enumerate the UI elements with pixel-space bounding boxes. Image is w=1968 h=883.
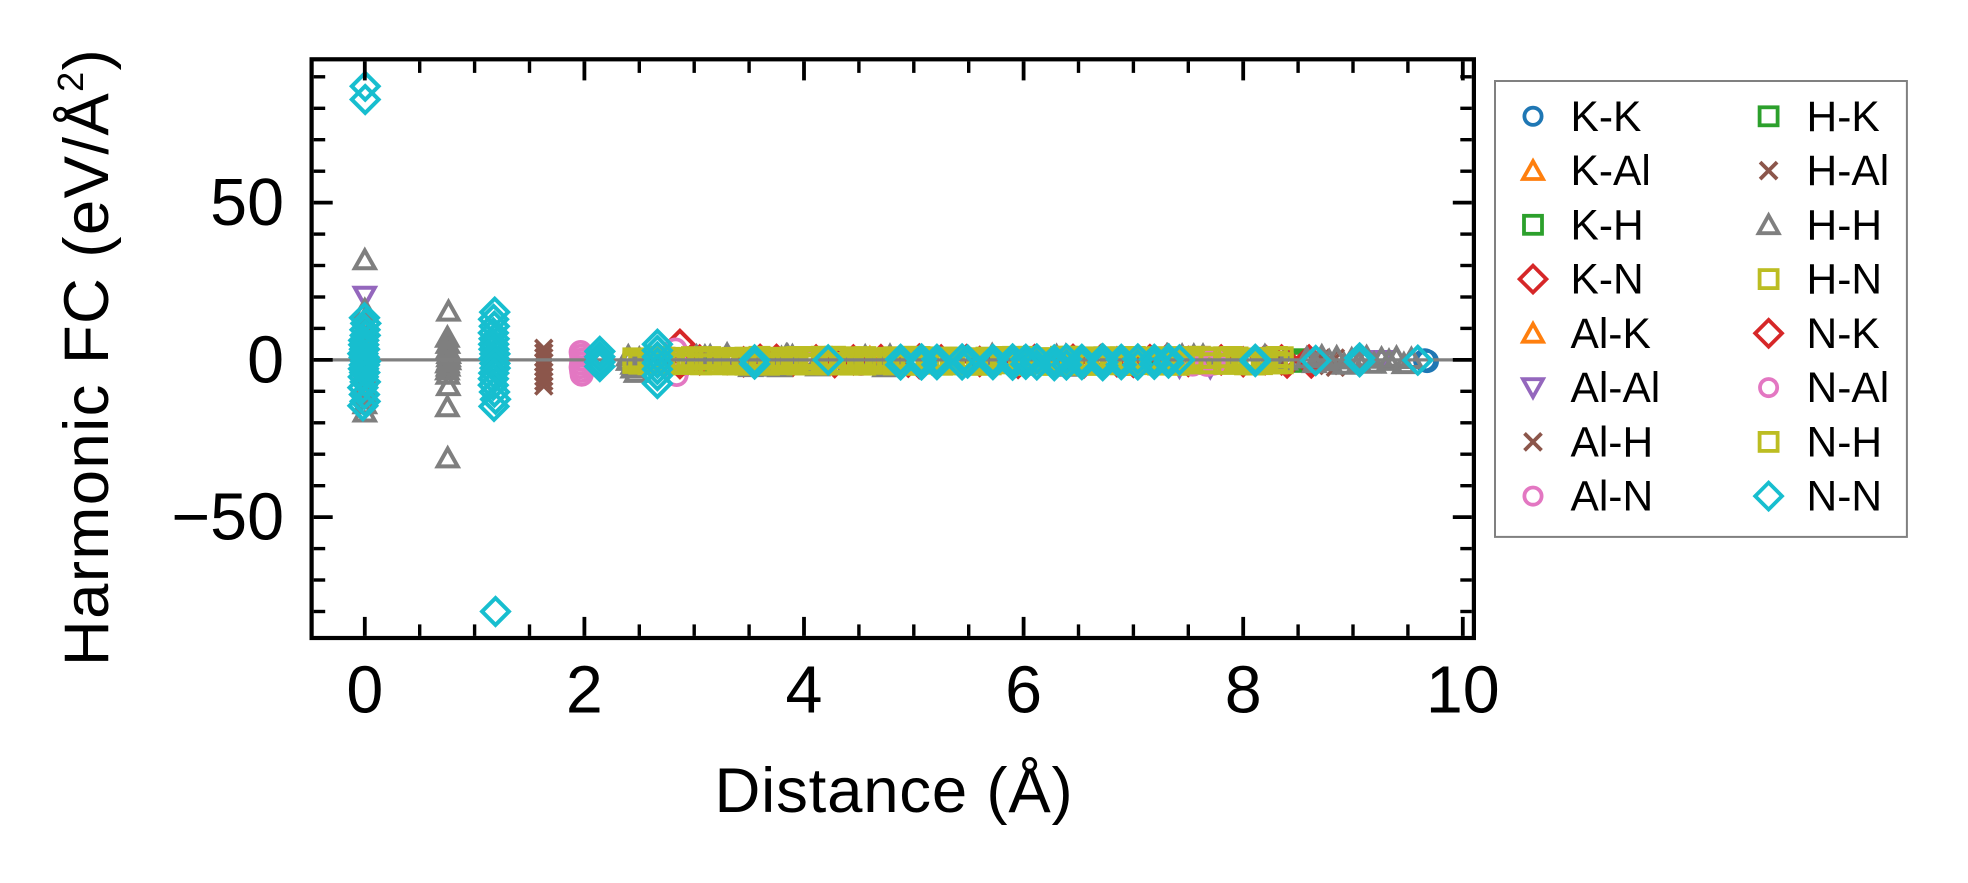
svg-text:H-H: H-H: [1807, 202, 1883, 249]
svg-text:Al-H: Al-H: [1571, 420, 1654, 467]
svg-text:8: 8: [1225, 654, 1262, 728]
svg-text:−50: −50: [171, 481, 284, 555]
svg-text:Al-K: Al-K: [1571, 311, 1651, 358]
svg-text:K-K: K-K: [1571, 94, 1642, 141]
svg-text:0: 0: [247, 323, 284, 397]
svg-text:K-Al: K-Al: [1571, 148, 1651, 195]
svg-text:K-H: K-H: [1571, 202, 1644, 249]
svg-text:10: 10: [1426, 654, 1500, 728]
svg-text:4: 4: [786, 654, 823, 728]
svg-text:N-Al: N-Al: [1807, 365, 1890, 412]
svg-text:H-Al: H-Al: [1807, 148, 1890, 195]
svg-text:N-N: N-N: [1807, 474, 1883, 521]
svg-text:N-K: N-K: [1807, 311, 1880, 358]
svg-text:Harmonic FC (eV/Å2): Harmonic FC (eV/Å2): [50, 48, 122, 666]
svg-text:2: 2: [566, 654, 603, 728]
svg-text:N-H: N-H: [1807, 420, 1883, 467]
svg-text:Distance (Å): Distance (Å): [715, 756, 1074, 826]
svg-text:H-N: H-N: [1807, 257, 1883, 304]
svg-text:Al-Al: Al-Al: [1571, 365, 1661, 412]
svg-text:50: 50: [210, 166, 284, 240]
svg-text:Al-N: Al-N: [1571, 474, 1654, 521]
svg-text:H-K: H-K: [1807, 94, 1880, 141]
svg-text:0: 0: [346, 654, 383, 728]
svg-text:K-N: K-N: [1571, 257, 1644, 304]
svg-text:6: 6: [1005, 654, 1042, 728]
